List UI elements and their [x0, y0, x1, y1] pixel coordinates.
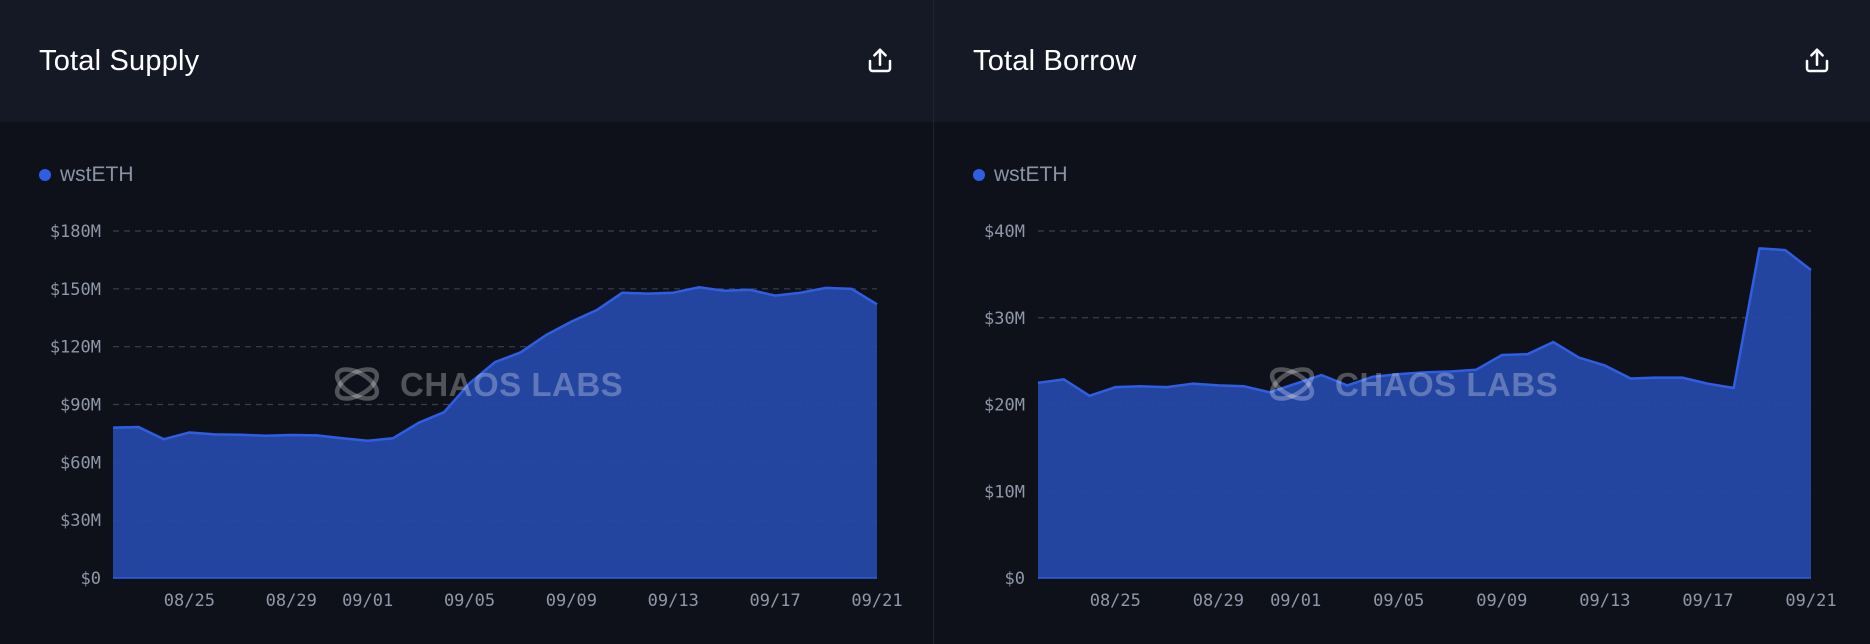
y-tick-label: $30M	[60, 511, 101, 531]
x-tick-label: 09/21	[851, 591, 902, 611]
watermark-text: CHAOS LABS	[1335, 366, 1558, 403]
legend-dot	[973, 169, 985, 181]
x-tick-label: 09/13	[648, 591, 699, 611]
y-tick-label: $120M	[50, 338, 101, 358]
y-tick-label: $180M	[50, 222, 101, 242]
series-line-wsteth	[1037, 247, 1812, 398]
share-upload-icon[interactable]	[1797, 41, 1837, 81]
x-tick-label: 09/09	[1476, 591, 1527, 611]
watermark-text: CHAOS LABS	[400, 366, 623, 403]
x-tick-label: 09/17	[1682, 591, 1733, 611]
panel-title: Total Borrow	[973, 44, 1137, 77]
x-tick-label: 09/05	[1373, 591, 1424, 611]
y-tick-label: $10M	[984, 482, 1025, 502]
legend-label: wstETH	[994, 163, 1068, 186]
series-area-wsteth	[1038, 248, 1811, 578]
y-tick-label: $0	[1005, 569, 1025, 589]
panel-header: Total Supply	[0, 0, 933, 122]
x-tick-label: 08/25	[164, 591, 215, 611]
x-tick-label: 09/13	[1579, 591, 1630, 611]
y-tick-label: $0	[81, 569, 101, 589]
x-tick-label: 08/25	[1090, 591, 1141, 611]
x-tick-label: 09/09	[546, 591, 597, 611]
legend-label: wstETH	[60, 163, 134, 186]
y-tick-label: $150M	[50, 280, 101, 300]
x-tick-label: 09/21	[1785, 591, 1836, 611]
x-tick-label: 08/29	[1193, 591, 1244, 611]
chaos-labs-watermark: CHAOS LABS	[334, 366, 623, 403]
share-upload-icon[interactable]	[860, 41, 900, 81]
total-borrow-chart[interactable]: $0 $10M $20M $30M $40M 08/25 08/29 09/01 09/05 09…	[934, 200, 1870, 620]
y-tick-label: $20M	[984, 396, 1025, 416]
y-tick-label: $60M	[60, 453, 101, 473]
total-supply-panel: Total Supply wstETH $0 $30M $60M $90M $120M $…	[0, 0, 934, 644]
total-borrow-panel: Total Borrow wstETH $0 $10M $20M $30M $40M 08…	[934, 0, 1870, 644]
y-tick-label: $40M	[984, 222, 1025, 242]
x-tick-label: 09/01	[342, 591, 393, 611]
total-supply-chart[interactable]: $0 $30M $60M $90M $120M $150M $180M 08/25 08/29 0…	[0, 200, 934, 620]
chart-legend[interactable]: wstETH	[973, 163, 1068, 187]
y-tick-label: $30M	[984, 309, 1025, 329]
x-tick-label: 09/05	[444, 591, 495, 611]
x-tick-label: 09/17	[750, 591, 801, 611]
x-tick-label: 09/01	[1270, 591, 1321, 611]
chaos-labs-watermark: CHAOS LABS	[1269, 366, 1558, 403]
series-area-wsteth	[113, 287, 877, 578]
x-tick-label: 08/29	[266, 591, 317, 611]
panel-header: Total Borrow	[934, 0, 1870, 122]
series-line-wsteth	[112, 286, 878, 442]
chart-legend[interactable]: wstETH	[39, 163, 134, 187]
panel-title: Total Supply	[39, 44, 200, 77]
legend-dot	[39, 169, 51, 181]
y-tick-label: $90M	[60, 396, 101, 416]
